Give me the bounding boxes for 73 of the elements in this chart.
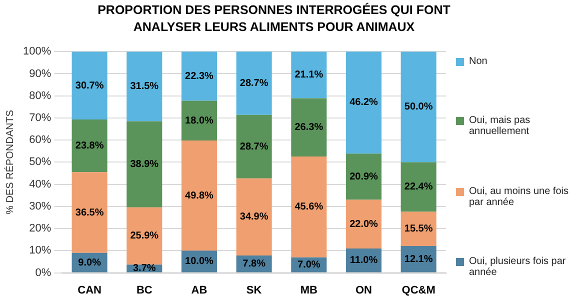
x-tick-label: QC&M <box>402 284 436 296</box>
bar <box>181 100 217 141</box>
bar <box>181 52 217 101</box>
y-tick-label: 50% <box>29 156 52 168</box>
x-tick-label: MB <box>300 284 318 296</box>
data-label: 46.2% <box>350 97 378 108</box>
data-label: 11.0% <box>350 255 378 266</box>
bar <box>291 156 327 258</box>
data-label: 50.0% <box>404 102 433 113</box>
data-label: 25.9% <box>130 230 159 242</box>
chart-title: PROPORTION DES PERSONNES INTERROGÉES QUI FONT ANALYSER LEURS ALIMENTS POUR ANIMAUX <box>96 2 452 36</box>
bar <box>236 114 272 178</box>
bar <box>181 140 217 251</box>
y-tick-label: 70% <box>29 112 52 124</box>
y-tick-label: 20% <box>29 222 52 235</box>
y-tick-label: 30% <box>29 200 52 212</box>
bar <box>126 207 162 265</box>
y-tick-label: 80% <box>29 90 52 102</box>
x-tick-label: AB <box>191 284 208 296</box>
bar <box>346 52 382 154</box>
data-label: 21.1% <box>294 70 324 81</box>
x-tick-label: SK <box>246 284 262 296</box>
data-label: 20.9% <box>350 171 378 182</box>
legend-label: Oui, mais pas annuellement <box>469 115 532 138</box>
bar <box>126 52 162 122</box>
bar <box>291 52 327 98</box>
bar <box>236 178 272 256</box>
legend-label: Oui, plusieurs fois par année <box>469 256 567 278</box>
y-tick-label: 0% <box>35 266 52 279</box>
data-label: 34.9% <box>240 212 268 223</box>
bar <box>400 162 436 212</box>
bar <box>400 212 436 246</box>
y-tick-label: 40% <box>29 178 52 190</box>
bar <box>291 98 327 156</box>
x-tick-label: BC <box>136 284 152 296</box>
bar <box>126 121 162 208</box>
data-label: 9.0% <box>78 257 102 268</box>
data-label: 28.7% <box>240 78 268 89</box>
data-label: 22.3% <box>185 70 214 82</box>
y-tick-label: 10% <box>29 244 52 257</box>
legend-label: Oui, au moins une fois par année <box>469 186 570 208</box>
data-label: 12.1% <box>404 254 433 265</box>
data-label: 45.6% <box>294 202 324 213</box>
bar <box>72 52 108 120</box>
data-label: 28.7% <box>240 141 268 152</box>
data-label: 7.0% <box>298 260 320 271</box>
bar <box>400 52 436 162</box>
bar <box>346 154 382 200</box>
y-axis-title: % DES RÉPONDANTS <box>4 110 16 214</box>
data-label: 10.0% <box>185 256 214 268</box>
bar <box>72 120 108 172</box>
legend-label: Non <box>469 56 488 67</box>
data-label: 7.8% <box>242 258 266 270</box>
data-label: 22.0% <box>350 218 378 230</box>
data-label: 38.9% <box>130 159 159 170</box>
data-label: 22.4% <box>404 182 433 193</box>
y-tick-label: 90% <box>29 68 52 80</box>
data-label: 49.8% <box>185 190 214 202</box>
data-label: 3.7% <box>132 263 156 274</box>
data-label: 36.5% <box>75 207 104 218</box>
data-label: 30.7% <box>75 80 104 92</box>
data-label: 23.8% <box>75 140 104 152</box>
data-label: 15.5% <box>404 224 433 235</box>
bar <box>236 52 272 115</box>
x-tick-label: ON <box>355 284 372 296</box>
data-label: 31.5% <box>130 81 159 92</box>
y-tick-label: 60% <box>29 134 52 146</box>
bar <box>346 200 382 248</box>
x-tick-label: CAN <box>78 284 102 296</box>
data-label: 18.0% <box>185 115 214 126</box>
data-label: 26.3% <box>294 122 324 134</box>
bar <box>72 172 108 253</box>
y-tick-label: 100% <box>22 46 52 58</box>
